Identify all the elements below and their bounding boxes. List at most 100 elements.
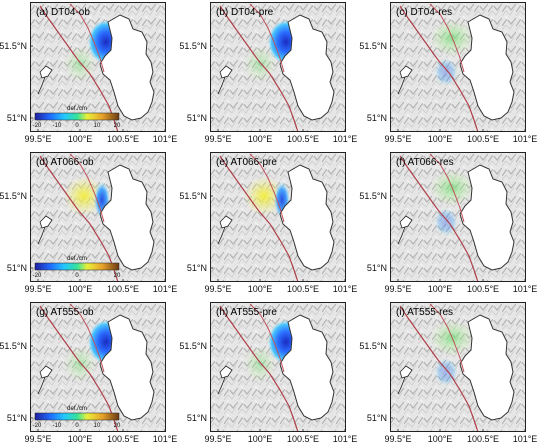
fault-line bbox=[399, 155, 479, 282]
colorbar-tick-label: 0 bbox=[75, 423, 79, 429]
panel-label: (b) DT04-pre bbox=[216, 7, 274, 18]
x-tick-label: 99.5°E bbox=[24, 284, 51, 294]
river bbox=[397, 376, 406, 395]
panel-label: (g) AT555-ob bbox=[36, 307, 94, 318]
x-tick-label: 100.5°E bbox=[287, 434, 319, 444]
noise-signal bbox=[244, 346, 276, 382]
colorbar-tick-label: 10 bbox=[94, 423, 101, 429]
uplift-signal bbox=[244, 176, 284, 216]
river bbox=[217, 376, 226, 395]
x-tick-label: 100°E bbox=[248, 434, 273, 444]
colorbar: def./cm -20 -10 0 10 20 bbox=[33, 406, 121, 429]
y-tick-label: 51.5°N bbox=[179, 191, 207, 201]
noise-signal bbox=[64, 46, 96, 82]
colorbar-ramp bbox=[34, 112, 120, 121]
y-tick-label: 51.5°N bbox=[359, 41, 387, 51]
map-panel: (c) DT04-res 51.5°N 51°N 99.5°E 100°E 100.5°E… bbox=[359, 2, 537, 144]
colorbar-tick-label: 20 bbox=[114, 423, 121, 429]
residual-signal bbox=[434, 208, 458, 236]
lake-outline bbox=[99, 164, 155, 271]
fault-line bbox=[69, 153, 105, 223]
colorbar-unit: def./cm bbox=[67, 256, 87, 262]
noise-signal bbox=[64, 346, 96, 382]
small-lake bbox=[39, 365, 53, 379]
colorbar-tick-label: 10 bbox=[94, 123, 101, 129]
panel-label: (f) AT066-res bbox=[396, 157, 454, 168]
x-tick-label: 101°E bbox=[333, 434, 358, 444]
panel-frame bbox=[30, 302, 166, 432]
lake-outline bbox=[279, 314, 335, 421]
y-tick-label: 51°N bbox=[367, 113, 387, 123]
map-panel: (a) DT04-ob 51.5°N 51°N 99.5°E 100°E 100.5°E 1… bbox=[0, 2, 177, 144]
colorbar-tick-label: -20 bbox=[33, 123, 42, 129]
map-panel: (b) DT04-pre 51.5°N 51°N 99.5°E 100°E 100.5°E… bbox=[179, 2, 357, 144]
fault-line bbox=[219, 5, 299, 132]
map-area bbox=[210, 152, 346, 282]
x-tick-label: 101°E bbox=[513, 284, 538, 294]
small-lake bbox=[219, 365, 233, 379]
fault-line bbox=[249, 153, 285, 223]
x-tick-label: 100.5°E bbox=[467, 134, 499, 144]
fault-line bbox=[429, 153, 465, 223]
colorbar-tick-label: 0 bbox=[75, 273, 79, 279]
river bbox=[217, 76, 226, 95]
panel-label: (a) DT04-ob bbox=[36, 7, 90, 18]
x-tick-label: 101°E bbox=[153, 134, 178, 144]
x-tick-label: 100°E bbox=[428, 134, 453, 144]
colorbar: def./cm -20 0 20 bbox=[33, 256, 121, 279]
lake-outline bbox=[459, 314, 515, 421]
x-tick-label: 100°E bbox=[248, 284, 273, 294]
y-tick-label: 51°N bbox=[7, 263, 27, 273]
panel-label: (h) AT555-pre bbox=[216, 307, 277, 318]
panel-frame bbox=[390, 152, 526, 282]
x-tick-label: 99.5°E bbox=[204, 284, 231, 294]
x-tick-label: 100.5°E bbox=[287, 134, 319, 144]
y-tick-label: 51°N bbox=[187, 413, 207, 423]
map-area bbox=[390, 302, 526, 432]
fault-line bbox=[249, 303, 285, 373]
x-tick-label: 99.5°E bbox=[384, 284, 411, 294]
y-tick-label: 51°N bbox=[7, 413, 27, 423]
x-tick-label: 101°E bbox=[333, 284, 358, 294]
small-lake bbox=[39, 215, 53, 229]
residual-signal bbox=[434, 358, 458, 386]
x-tick-label: 100°E bbox=[68, 284, 93, 294]
y-tick-label: 51.5°N bbox=[0, 341, 27, 351]
uplift-signal bbox=[64, 176, 104, 216]
map-panel: (h) AT555-pre 51.5°N 51°N 99.5°E 100°E 100.5°… bbox=[179, 302, 357, 444]
fault-line bbox=[219, 305, 299, 432]
x-tick-label: 101°E bbox=[513, 134, 538, 144]
colorbar-tick-label: 20 bbox=[114, 273, 121, 279]
river bbox=[397, 76, 406, 95]
x-tick-label: 101°E bbox=[153, 434, 178, 444]
x-tick-label: 100°E bbox=[428, 434, 453, 444]
map-panel: (e) AT066-pre 51.5°N 51°N 99.5°E 100°E 100.5°… bbox=[179, 152, 357, 294]
river bbox=[217, 226, 226, 245]
y-tick-label: 51°N bbox=[367, 263, 387, 273]
lake-outline bbox=[279, 164, 335, 271]
lake-outline bbox=[99, 314, 155, 421]
colorbar-tick-label: -10 bbox=[53, 423, 62, 429]
panel-frame bbox=[210, 152, 346, 282]
map-area bbox=[210, 2, 346, 132]
x-tick-label: 100.5°E bbox=[107, 284, 139, 294]
x-tick-label: 99.5°E bbox=[24, 434, 51, 444]
x-tick-label: 100°E bbox=[68, 434, 93, 444]
colorbar-tick-label: 0 bbox=[75, 123, 79, 129]
y-tick-label: 51°N bbox=[367, 413, 387, 423]
x-tick-label: 99.5°E bbox=[24, 134, 51, 144]
map-panel: (f) AT066-res 51.5°N 51°N 99.5°E 100°E 100.5°… bbox=[359, 152, 537, 294]
x-tick-label: 99.5°E bbox=[204, 134, 231, 144]
lake-outline bbox=[279, 14, 335, 121]
map-panel: (i) AT555-res 51.5°N 51°N 99.5°E 100°E 100.5°… bbox=[359, 302, 537, 444]
x-tick-label: 101°E bbox=[153, 284, 178, 294]
colorbar-ramp bbox=[34, 412, 120, 421]
map-area bbox=[210, 302, 346, 432]
map-panel: (d) AT066-ob 51.5°N 51°N 99.5°E 100°E 100.5°E… bbox=[0, 152, 177, 294]
map-area bbox=[30, 2, 166, 132]
map-panel: (g) AT555-ob 51.5°N 51°N 99.5°E 100°E 100.5°E… bbox=[0, 302, 177, 444]
panel-frame bbox=[210, 2, 346, 132]
river bbox=[37, 376, 46, 395]
y-tick-label: 51°N bbox=[7, 113, 27, 123]
